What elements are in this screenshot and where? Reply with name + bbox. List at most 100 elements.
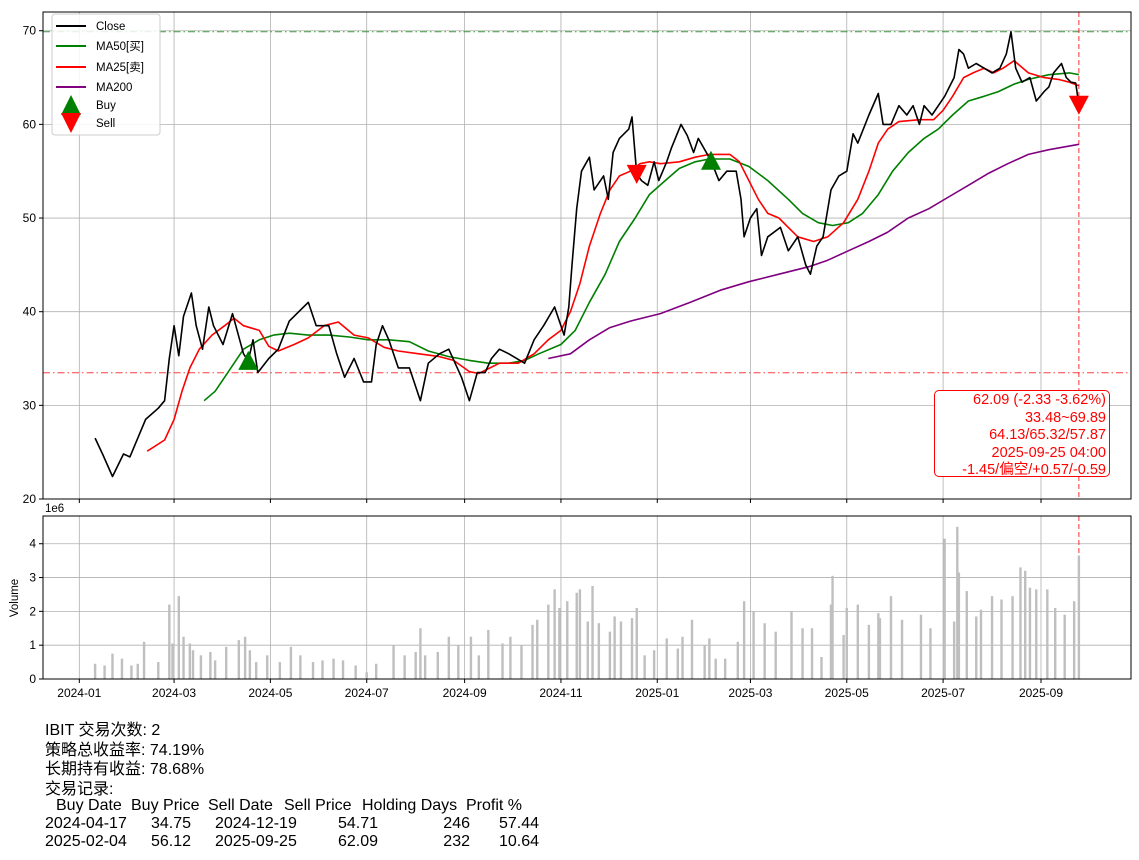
legend: Close MA50[买] MA25[卖] MA200 Buy Sell (51, 13, 161, 136)
volume-bar (224, 646, 228, 679)
legend-label: MA200 (96, 82, 132, 94)
annotation-signal: -1.45/偏空/+0.57/-0.59 (962, 462, 1106, 479)
volume-bar (723, 658, 727, 679)
volume-bar (289, 646, 293, 679)
trade-records-table: Buy Date Buy Price Sell Date Sell Price … (0, 797, 600, 857)
volume-bar (403, 655, 406, 679)
volume-bar (957, 572, 961, 679)
volume-bar (929, 628, 932, 679)
records-title: 交易记录: (45, 780, 114, 798)
volume-bar (1024, 570, 1027, 679)
volume-bar (248, 650, 252, 679)
volume-y-tick-label: 4 (29, 537, 36, 551)
price-y-tick-label: 40 (23, 305, 37, 319)
price-axes-frame (42, 11, 1132, 500)
volume-bar (703, 645, 706, 679)
sell-marker (1068, 95, 1089, 115)
volume-bar (690, 619, 694, 679)
volume-bar (136, 663, 139, 679)
volume-y-tick-label: 1 (29, 638, 36, 652)
row2-sell-date: 2025-09-25 (215, 833, 297, 850)
volume-bar (354, 665, 357, 679)
trade-count: IBIT 交易次数: 2 (45, 722, 161, 739)
volume-bar (142, 641, 146, 679)
x-tick-label: 2025-05 (825, 686, 869, 700)
x-ticks: 2024-01 2024-03 2024-05 2024-07 2024-09 2024-… (57, 499, 1063, 700)
volume-bar (1077, 555, 1081, 679)
volume-bar (630, 618, 634, 679)
volume-bar (635, 607, 638, 679)
row1-profit: 57.44 (498, 815, 539, 832)
volume-bar (188, 643, 192, 679)
annotation-range: 33.48~69.89 (1024, 409, 1106, 426)
x-tick-label: 2024-07 (345, 686, 389, 700)
price-annotation-box: 62.09 (-2.33 -3.62%) 33.48~69.89 64.13/6… (934, 390, 1110, 479)
volume-bar (943, 538, 946, 679)
volume-bar (1011, 596, 1014, 679)
volume-bar (597, 623, 601, 679)
volume-bar (586, 621, 589, 679)
volume-bar (956, 526, 959, 679)
price-y-tick-label: 70 (23, 24, 37, 38)
volume-bar (199, 655, 203, 679)
row2-buy-date: 2025-02-04 (45, 833, 127, 850)
volume-bar (531, 624, 534, 679)
volume-bar (237, 640, 241, 679)
volume-bar (520, 645, 523, 679)
volume-bar (103, 665, 106, 679)
volume-bar (578, 589, 582, 679)
strategy-return: 策略总收益率: 74.19% (45, 741, 205, 759)
volume-bar (130, 665, 133, 679)
volume-bar (469, 636, 473, 679)
volume-bar (820, 657, 823, 679)
volume-bar (774, 631, 777, 679)
volume-y-tick-label: 2 (29, 604, 36, 618)
volume-bar (829, 604, 833, 679)
volume-bar (889, 596, 893, 679)
row2-holding-days: 232 (443, 833, 470, 850)
legend-label: Close (96, 21, 125, 33)
volume-bar (652, 650, 656, 679)
buy-hold-return: 长期持有收益: 78.68% (45, 761, 205, 778)
volume-bar (436, 651, 439, 679)
legend-label: Buy (96, 100, 116, 112)
x-tick-label: 2024-01 (57, 686, 101, 700)
trade-markers (238, 95, 1089, 370)
volume-bar (810, 628, 814, 679)
x-tick-label: 2024-11 (539, 686, 582, 700)
volume-bar (1046, 589, 1049, 679)
row2-sell-price: 62.09 (337, 833, 378, 850)
volume-bar (447, 636, 451, 679)
volume-bar (965, 591, 968, 679)
legend-label: Sell (96, 118, 115, 130)
price-y-tick-label: 50 (23, 211, 37, 225)
volume-bar (423, 655, 427, 679)
x-tick-label: 2024-09 (443, 686, 487, 700)
row1-holding-days: 246 (443, 815, 470, 832)
row2-profit: 10.64 (498, 833, 539, 850)
volume-bar (975, 616, 978, 679)
volume-bar (558, 607, 561, 679)
volume-bar (877, 613, 880, 679)
volume-bar (952, 621, 956, 679)
volume-bar (419, 628, 422, 679)
volume-bar (457, 645, 460, 679)
annotation-price-change: 62.09 (-2.33 -3.62%) (973, 392, 1106, 408)
volume-bar (332, 658, 335, 679)
volume-bar (254, 662, 258, 679)
volume-bar (553, 589, 556, 679)
price-y-ticks: 20 30 40 50 60 70 (23, 24, 43, 506)
row1-buy-date: 2024-04-17 (45, 815, 127, 832)
header-buy-price: Buy Price (131, 797, 200, 814)
volume-bar (900, 619, 904, 679)
volume-bar (157, 662, 160, 679)
volume-bar (213, 660, 217, 679)
sell-marker (626, 164, 647, 184)
volume-bar (681, 636, 684, 679)
legend-label: MA25[卖] (96, 61, 144, 74)
volume-bar (856, 604, 860, 679)
volume-bar (299, 655, 302, 679)
x-tick-label: 2025-07 (921, 686, 965, 700)
x-tick-label: 2024-03 (152, 686, 196, 700)
